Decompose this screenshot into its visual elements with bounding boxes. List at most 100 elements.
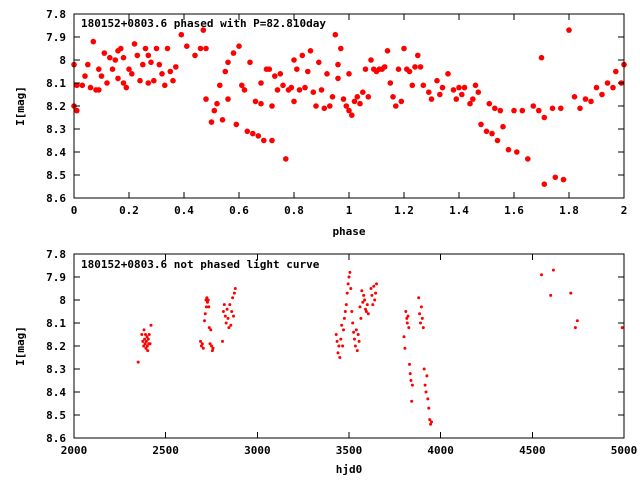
data-point (145, 80, 152, 86)
data-point (368, 57, 374, 63)
y-tick-label: 8.6 (46, 432, 66, 445)
data-point (500, 123, 506, 130)
data-point (407, 326, 411, 330)
data-point (210, 349, 214, 353)
data-point (148, 342, 152, 346)
data-point (403, 346, 407, 350)
data-point (588, 98, 594, 105)
data-point (571, 94, 578, 100)
data-point (511, 107, 517, 114)
data-point (239, 82, 245, 89)
data-point (428, 96, 435, 102)
data-point (79, 82, 86, 89)
y-tick-label: 7.8 (46, 8, 66, 21)
data-point (221, 339, 224, 343)
data-point (192, 52, 198, 59)
data-point (327, 103, 333, 109)
data-point (123, 84, 130, 91)
y-tick-label: 8.3 (46, 363, 66, 376)
data-point (342, 328, 345, 332)
data-point (404, 310, 408, 313)
data-point (428, 418, 432, 422)
x-tick-label: 3500 (336, 444, 363, 457)
data-point (228, 303, 232, 307)
data-point (620, 326, 624, 330)
data-point (332, 31, 339, 38)
data-point (478, 121, 484, 128)
plot-frame (73, 253, 625, 439)
data-point (497, 107, 504, 114)
data-point (280, 82, 286, 89)
data-point (310, 89, 317, 95)
data-point (222, 303, 226, 307)
data-point (405, 321, 409, 325)
phased-x-axis-title: phase (332, 225, 365, 238)
data-point (148, 59, 154, 66)
data-point (514, 149, 520, 155)
x-tick-label: 1.8 (559, 204, 579, 217)
data-point (203, 319, 206, 323)
data-point (420, 82, 427, 89)
unphased-chart-title: 180152+0803.6 not phased light curve (81, 258, 320, 271)
data-point (146, 337, 150, 341)
data-point (206, 300, 209, 304)
y-tick-label: 8.5 (46, 409, 66, 422)
data-point (549, 105, 556, 112)
data-point (313, 103, 319, 109)
data-point (419, 305, 423, 309)
data-point (233, 287, 237, 290)
data-point (406, 314, 410, 318)
data-point (164, 45, 171, 52)
data-point (357, 339, 361, 343)
data-point (348, 270, 352, 274)
data-point (142, 45, 149, 52)
data-point (211, 346, 215, 350)
data-point (336, 351, 340, 355)
phased-y-axis-title: I[mag] (14, 86, 27, 126)
y-tick-label: 8.2 (46, 340, 66, 353)
y-tick-label: 8.1 (46, 317, 66, 330)
data-point (439, 84, 446, 91)
data-point (200, 342, 204, 346)
data-point (145, 52, 152, 59)
data-point (118, 45, 124, 52)
data-point (115, 75, 121, 82)
data-point (144, 333, 147, 336)
data-point (552, 174, 559, 181)
data-point (362, 66, 369, 72)
x-tick-label: 1.6 (504, 204, 524, 217)
data-point (483, 128, 490, 135)
data-point (364, 310, 368, 313)
data-point (610, 84, 616, 91)
data-point (74, 82, 80, 89)
data-point (409, 82, 416, 89)
data-point (241, 87, 248, 93)
phased-data-points (71, 27, 627, 187)
y-tick-label: 8.1 (46, 77, 66, 90)
x-tick-label: 1.2 (394, 204, 414, 217)
data-point (575, 319, 579, 323)
data-point (225, 59, 231, 66)
data-point (324, 71, 330, 77)
data-point (205, 296, 209, 300)
data-point (410, 383, 414, 387)
data-point (424, 390, 428, 394)
data-point (144, 346, 148, 350)
data-point (593, 84, 600, 91)
data-point (344, 303, 348, 307)
data-point (272, 73, 278, 79)
data-point (104, 80, 110, 86)
data-point (343, 103, 350, 109)
data-point (346, 107, 352, 114)
data-point (266, 66, 273, 72)
data-point (538, 54, 545, 61)
data-point (415, 52, 421, 59)
data-point (390, 94, 396, 100)
data-point (274, 87, 281, 93)
data-point (142, 344, 146, 348)
data-point (364, 307, 367, 311)
data-point (197, 45, 204, 52)
data-point (372, 284, 376, 288)
data-point (470, 96, 476, 102)
